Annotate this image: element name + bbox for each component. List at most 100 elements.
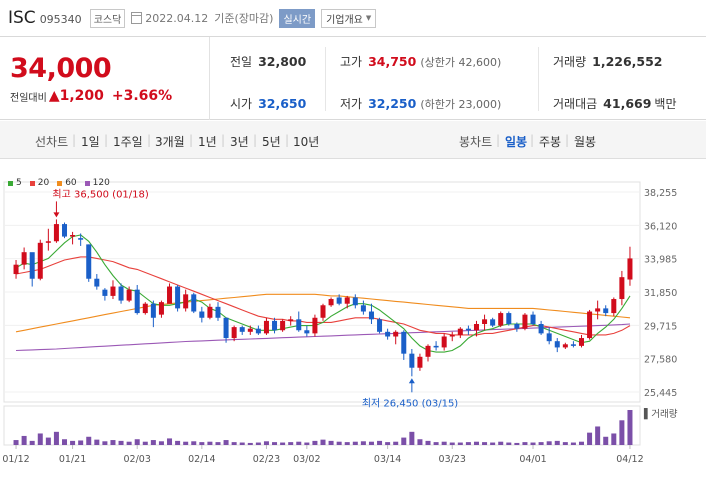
market-badge: 코스닥 <box>89 8 126 28</box>
quote-panel: 34,000 전일대비 ▲ 1,200 +3.66% 전일 32,800 고가 34… <box>0 36 706 120</box>
tab-monthly[interactable]: 월봉 <box>574 135 597 149</box>
company-info-dropdown[interactable]: 기업개요 ▼ <box>321 8 377 28</box>
volume-bar <box>231 442 237 445</box>
candle-body <box>457 328 463 335</box>
candle-body <box>110 286 116 296</box>
tab-1y[interactable]: 1년 <box>198 135 217 149</box>
volume-bar <box>263 441 269 445</box>
divider: | <box>147 133 152 147</box>
candle-body <box>619 277 625 300</box>
volume-bar <box>126 441 132 445</box>
ma60-line <box>15 293 631 333</box>
candle-body <box>94 278 100 287</box>
candle-body <box>263 320 269 334</box>
candle-body <box>441 336 447 348</box>
candle-body <box>239 327 245 332</box>
tab-line-chart[interactable]: 선차트 <box>35 135 69 149</box>
candle-body <box>530 314 536 325</box>
candle-body <box>191 294 197 312</box>
volume-label: ▌거래량 <box>643 408 678 420</box>
divider: | <box>189 133 194 147</box>
volume-bar <box>37 433 43 445</box>
volume-bar <box>255 442 261 445</box>
divider: | <box>496 133 501 147</box>
candle-body <box>78 238 84 240</box>
ma5-line <box>15 234 631 353</box>
candle-body <box>255 328 261 334</box>
realtime-button[interactable]: 실시간 <box>279 8 316 28</box>
tab-3y[interactable]: 3년 <box>230 135 249 149</box>
candle-body <box>473 324 479 331</box>
candle-body <box>417 356 423 368</box>
tab-5y[interactable]: 5년 <box>262 135 281 149</box>
x-tick-label: 04/12 <box>616 454 643 465</box>
tab-3m[interactable]: 3개월 <box>155 135 185 149</box>
volume-bar <box>611 433 617 445</box>
change-label: 전일대비 <box>10 92 47 104</box>
prev-close: 전일 32,800 <box>230 54 307 69</box>
x-tick-label: 02/23 <box>253 454 280 465</box>
volume-bar <box>62 439 68 445</box>
y-tick-label: 25,445 <box>644 388 677 399</box>
volume-bar <box>21 435 27 445</box>
current-price: 34,000 <box>10 53 112 84</box>
candle-body <box>570 344 576 346</box>
volume-bar <box>546 441 552 445</box>
candle-body <box>409 353 415 368</box>
volume-bar <box>215 442 221 445</box>
high-price: 고가 34,750 (상한가 42,600) <box>340 54 502 69</box>
y-tick-label: 33,985 <box>644 255 677 266</box>
volume-bar <box>619 420 625 445</box>
volume-bar <box>13 440 19 445</box>
tab-weekly[interactable]: 주봉 <box>539 135 562 149</box>
tab-candle-chart[interactable]: 봉차트 <box>459 135 493 149</box>
candle-body <box>21 252 27 265</box>
candle-body <box>37 242 43 279</box>
candle-body <box>449 334 455 337</box>
stock-header: ISC 095340 코스닥 2022.04.12 기준(장마감) 실시간 기업… <box>0 0 706 36</box>
tab-10y[interactable]: 10년 <box>293 135 320 149</box>
x-tick-label: 03/02 <box>293 454 320 465</box>
tab-1w[interactable]: 1주일 <box>113 135 143 149</box>
up-arrow-icon: ▲ <box>48 88 60 104</box>
volume-bar <box>409 431 415 445</box>
candle-body <box>603 308 609 314</box>
x-tick-label: 02/03 <box>124 454 151 465</box>
max-arrow-head <box>53 212 60 218</box>
candle-body <box>336 297 342 304</box>
x-tick-label: 04/01 <box>519 454 546 465</box>
y-tick-label: 36,120 <box>644 221 677 232</box>
volume-bar <box>449 442 455 445</box>
y-tick-label: 38,255 <box>644 188 677 199</box>
candle-body <box>522 314 528 329</box>
candle-body <box>86 244 92 279</box>
volume-bar <box>304 442 310 445</box>
change-amount: 1,200 <box>59 88 104 104</box>
candle-body <box>288 319 294 321</box>
candle-body <box>183 294 189 309</box>
volume-bar <box>425 440 431 445</box>
volume-bar <box>167 438 173 445</box>
candle-body <box>506 313 512 325</box>
tab-daily[interactable]: 일봉 <box>505 135 528 149</box>
stock-chart[interactable]: 5 20 60 120 38,255 36,120 33,985 31,850 29,7… <box>0 160 706 474</box>
volume-bar <box>158 441 164 445</box>
min-arrow-head <box>408 378 415 384</box>
volume-bar <box>280 442 286 445</box>
candle-body <box>199 311 205 318</box>
tab-1d[interactable]: 1일 <box>81 135 100 149</box>
volume-bar <box>70 440 76 445</box>
volume-bar <box>328 440 334 445</box>
candle-body <box>328 299 334 306</box>
candle-body <box>167 286 173 304</box>
volume-bar <box>94 439 100 445</box>
quote-basis: 기준(장마감) <box>214 12 274 25</box>
candle-body <box>142 303 148 314</box>
x-tick-label: 01/21 <box>59 454 86 465</box>
candle-body <box>554 341 560 348</box>
chart-legend: 5 20 60 120 <box>8 178 110 188</box>
candle-body <box>425 345 431 357</box>
divider: | <box>530 133 535 147</box>
divider <box>325 47 326 111</box>
candle-body <box>304 330 310 334</box>
